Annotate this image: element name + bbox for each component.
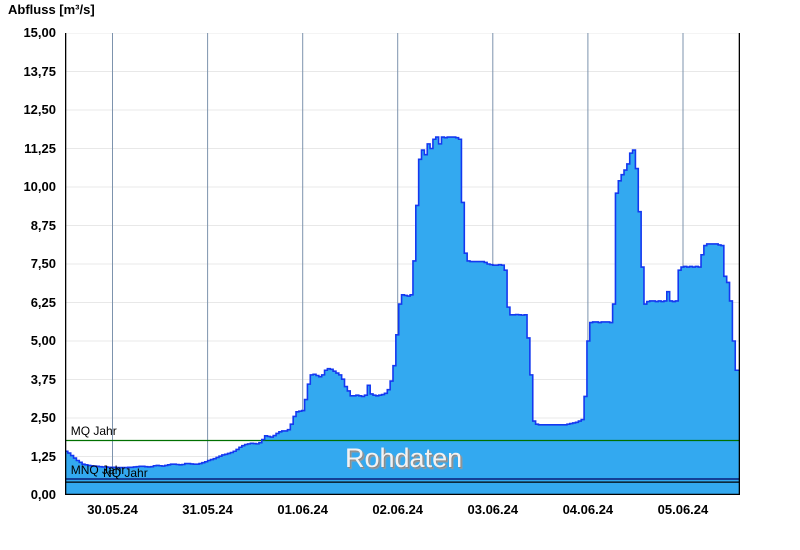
reference-label-nq-jahr: NQ Jahr — [103, 466, 148, 481]
reference-label-mnq-jahr: MNQ Jahr — [70, 462, 126, 477]
x-axis-tick-label: 03.06.24 — [467, 502, 519, 517]
y-axis-tick-label: 7,50 — [30, 256, 56, 271]
y-axis-tick-label: 1,25 — [30, 448, 56, 464]
y-axis-tick-label: 3,75 — [30, 371, 56, 387]
discharge-area-fill — [65, 137, 740, 495]
reference-label-mq-jahr: MQ Jahr — [70, 424, 117, 439]
hydrograph-svg — [65, 33, 740, 495]
x-axis-tick-label: 01.06.24 — [277, 502, 328, 517]
x-axis-tick-label: 31.05.24 — [182, 502, 233, 517]
y-axis-tick-label: 0,00 — [30, 487, 56, 502]
y-axis-tick-label: 15,00 — [23, 25, 56, 40]
x-axis-tick-label: 02.06.24 — [372, 502, 424, 517]
page-title: Abfluss [m³/s] — [8, 2, 95, 17]
y-axis-tick-label: 13,75 — [23, 63, 56, 79]
y-axis-tick-label: 5,00 — [30, 333, 56, 348]
x-axis-tick-label: 30.05.24 — [87, 502, 138, 517]
y-axis-tick-label: 2,50 — [30, 410, 56, 425]
y-axis-tick-label: 10,00 — [23, 179, 56, 194]
x-axis-tick-label: 05.06.24 — [657, 502, 709, 517]
y-axis-tick-label: 11,25 — [24, 140, 56, 156]
x-axis-tick-label: 04.06.24 — [562, 502, 614, 517]
discharge-line — [65, 136, 740, 469]
y-axis-tick-label: 6,25 — [30, 294, 56, 310]
plot-area — [65, 33, 740, 495]
y-axis-tick-label: 8,75 — [30, 217, 56, 233]
y-axis-tick-label: 12,50 — [23, 102, 56, 117]
